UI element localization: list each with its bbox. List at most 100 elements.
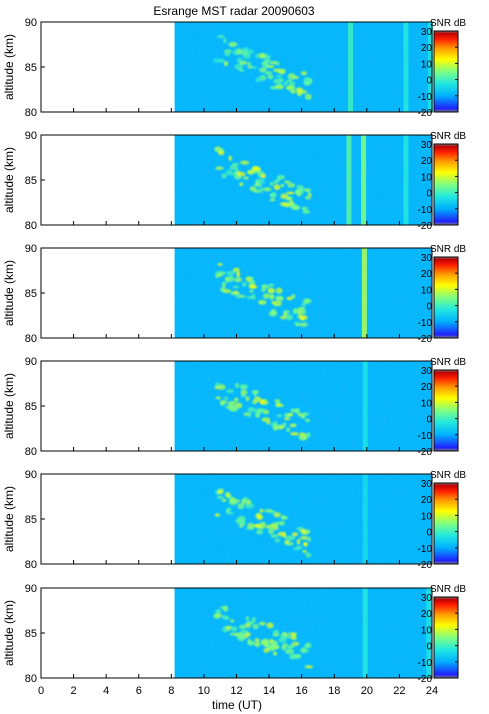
echo-blob xyxy=(247,169,255,175)
echo-blob xyxy=(258,621,266,626)
y-axis-label: altitude (km) xyxy=(2,600,16,666)
echo-blob xyxy=(283,417,291,421)
echo-blob xyxy=(274,399,281,403)
echo-blob xyxy=(292,309,301,313)
echo-blob xyxy=(228,155,233,162)
colorbar-tick-label: -20 xyxy=(418,447,433,458)
echo-blob xyxy=(274,521,282,525)
colorbar-tick-label: -10 xyxy=(418,431,433,442)
echo-blob xyxy=(305,552,312,558)
colorbar-tick-label: 10 xyxy=(421,398,433,409)
echo-blob xyxy=(256,529,264,535)
stripe-1 xyxy=(362,588,368,678)
echo-blob xyxy=(288,81,296,86)
echo-blob xyxy=(224,52,231,57)
colorbar-tick-label: 10 xyxy=(421,285,433,296)
echo-blob xyxy=(285,314,293,321)
echo-blob xyxy=(277,174,283,181)
y-tick-label: 80 xyxy=(25,333,37,345)
echo-blob xyxy=(302,549,307,554)
stripe-1 xyxy=(362,361,368,451)
echo-blob xyxy=(239,182,244,187)
colorbar-tick-label: -10 xyxy=(418,658,433,669)
echo-blob xyxy=(245,615,250,622)
echo-blob xyxy=(286,191,295,195)
echo-blob xyxy=(292,547,301,551)
colorbar xyxy=(433,482,459,565)
echo-blob xyxy=(226,270,235,276)
echo-blob xyxy=(247,61,251,66)
colorbar-tick-label: 0 xyxy=(426,642,432,653)
echo-blob xyxy=(276,414,283,418)
echo-layer xyxy=(214,146,312,214)
echo-blob xyxy=(213,613,221,619)
echo-blob xyxy=(304,93,312,100)
echo-blob xyxy=(235,402,243,409)
echo-blob xyxy=(234,397,239,403)
echo-blob xyxy=(253,188,260,193)
snr-speckle xyxy=(174,588,432,678)
x-tick-label: 4 xyxy=(103,685,109,697)
echo-blob xyxy=(280,515,289,520)
echo-blob xyxy=(239,49,249,54)
echo-layer xyxy=(215,262,312,328)
echo-blob xyxy=(238,624,246,630)
echo-blob xyxy=(253,390,258,397)
echo-blob xyxy=(301,302,307,307)
echo-blob xyxy=(270,60,274,65)
echo-blob xyxy=(274,85,284,90)
echo-blob xyxy=(247,638,252,644)
echo-blob xyxy=(222,626,229,633)
echo-blob xyxy=(221,172,227,179)
colorbar-tick-label: 30 xyxy=(421,27,433,38)
echo-blob xyxy=(296,90,302,97)
echo-blob xyxy=(301,71,307,76)
echo-blob xyxy=(272,300,282,307)
echo-blob xyxy=(274,538,281,543)
echo-blob xyxy=(236,171,246,177)
y-tick-label: 90 xyxy=(25,130,37,142)
colorbar-label: SNR dB xyxy=(430,470,466,481)
echo-blob xyxy=(223,616,231,620)
echo-blob xyxy=(232,267,240,273)
y-tick-label: 85 xyxy=(25,514,37,526)
echo-blob xyxy=(260,173,267,179)
echo-blob xyxy=(230,619,235,623)
echo-blob xyxy=(303,644,312,649)
echo-blob xyxy=(272,524,279,531)
echo-blob xyxy=(248,49,255,55)
colorbar-tick-label: -20 xyxy=(418,108,433,119)
y-axis-label: altitude (km) xyxy=(2,34,16,100)
y-axis-label: altitude (km) xyxy=(2,147,16,213)
echo-blob xyxy=(219,606,228,610)
y-tick-label: 80 xyxy=(25,107,37,119)
x-tick-label: 0 xyxy=(38,685,44,697)
echo-blob xyxy=(286,296,293,301)
echo-blob xyxy=(307,193,312,197)
colorbar-tick-label: -10 xyxy=(418,544,433,555)
stripe-3 xyxy=(403,135,409,225)
echo-blob xyxy=(273,184,281,191)
x-tick-label: 6 xyxy=(136,685,142,697)
echo-blob xyxy=(240,519,246,527)
echo-blob xyxy=(286,79,293,83)
stripe-2 xyxy=(426,588,432,678)
echo-blob xyxy=(221,498,227,503)
x-tick-label: 8 xyxy=(168,685,174,697)
snr-speckle xyxy=(174,22,432,112)
echo-blob xyxy=(247,65,253,69)
echo-blob xyxy=(240,68,245,73)
echo-blob xyxy=(230,291,237,296)
echo-blob xyxy=(284,648,294,655)
echo-blob xyxy=(239,294,246,298)
echo-blob xyxy=(252,399,257,405)
echo-blob xyxy=(272,629,280,635)
echo-blob xyxy=(239,385,248,390)
y-tick-label: 80 xyxy=(25,220,37,232)
colorbar-label: SNR dB xyxy=(430,357,466,368)
echo-blob xyxy=(301,412,306,419)
